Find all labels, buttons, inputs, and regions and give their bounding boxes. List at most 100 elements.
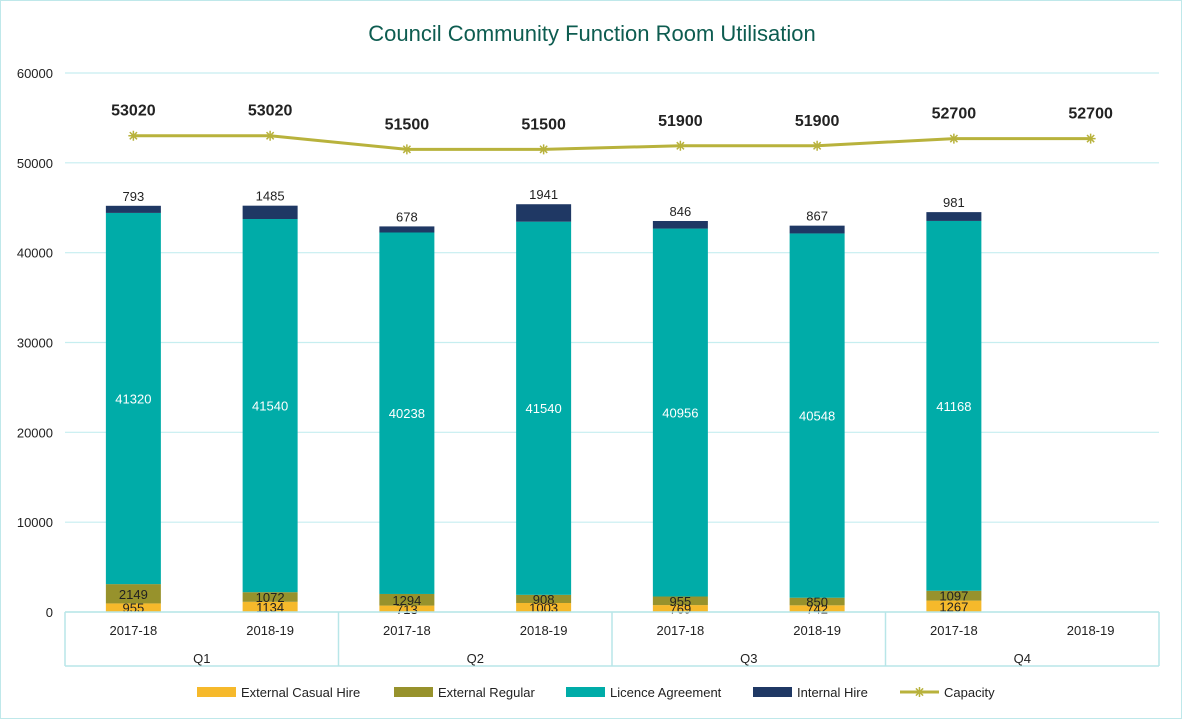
bar-segment — [926, 590, 982, 601]
capacity-label: 52700 — [932, 106, 977, 123]
bar-segment — [105, 603, 161, 612]
x-tick-label: 2018-19 — [793, 623, 841, 638]
data-label: 1294 — [392, 593, 421, 608]
data-label: 41168 — [936, 399, 971, 414]
bar-segment — [105, 205, 161, 213]
capacity-marker — [1085, 133, 1096, 144]
bar-segment — [379, 593, 435, 606]
x-tick-label: 2017-18 — [657, 623, 705, 638]
group-label: Q4 — [1014, 651, 1031, 666]
data-label: 850 — [806, 595, 828, 610]
data-label: 867 — [806, 209, 828, 224]
legend-swatch — [753, 687, 792, 697]
bar-segment — [516, 602, 572, 612]
data-label: 1097 — [939, 589, 968, 604]
data-label: 846 — [670, 204, 692, 219]
legend-label: Internal Hire — [797, 685, 868, 700]
capacity-label: 53020 — [111, 103, 156, 120]
y-tick-label: 0 — [46, 605, 53, 620]
x-tick-label: 2018-19 — [1067, 623, 1115, 638]
bar-segment — [242, 205, 298, 220]
legend-swatch — [197, 687, 236, 697]
legend-label: External Regular — [438, 685, 535, 700]
capacity-label: 51900 — [658, 113, 703, 130]
bar-segment — [242, 592, 298, 602]
bar-segment — [379, 605, 435, 612]
group-label: Q1 — [193, 651, 210, 666]
capacity-marker — [265, 130, 276, 141]
bar-segment — [652, 596, 708, 606]
y-axis: 0 10000 20000 30000 40000 50000 60000 — [17, 66, 53, 620]
bar-segment — [789, 605, 845, 612]
y-tick-label: 40000 — [17, 246, 53, 261]
legend-swatch — [566, 687, 605, 697]
data-label: 41540 — [526, 401, 562, 416]
legend-label: External Casual Hire — [241, 685, 360, 700]
y-tick-label: 20000 — [17, 425, 53, 440]
data-label: 2149 — [119, 587, 148, 602]
data-label: 678 — [396, 209, 418, 224]
capacity-line-path — [133, 134, 1091, 151]
data-label: 40548 — [799, 409, 835, 424]
capacity-marker — [812, 140, 823, 151]
x-axis: 2017-18 2018-19 2017-18 2018-19 2017-18 2018-… — [64, 611, 1160, 667]
capacity-label: 53020 — [248, 103, 293, 120]
data-label: 908 — [533, 592, 555, 607]
bar-segment — [242, 219, 298, 593]
chart-title: Council Community Function Room Utilisat… — [368, 21, 816, 46]
bar-segment — [379, 226, 435, 233]
data-label: 1134 — [256, 600, 284, 615]
capacity-marker — [538, 144, 549, 155]
bar-segment — [105, 584, 161, 604]
bar-segment — [516, 594, 572, 603]
y-tick-label: 30000 — [17, 336, 53, 351]
x-tick-label: 2018-19 — [520, 623, 568, 638]
data-label: 742 — [806, 602, 828, 617]
gridlines — [65, 72, 1159, 613]
data-label: 40956 — [662, 406, 698, 421]
data-label: 40238 — [389, 406, 425, 421]
legend-label: Capacity — [944, 685, 995, 700]
x-tick-label: 2017-18 — [110, 623, 158, 638]
legend-label: Licence Agreement — [610, 685, 722, 700]
data-label: 955 — [670, 594, 692, 609]
data-label: 41320 — [115, 392, 151, 407]
y-tick-label: 50000 — [17, 156, 53, 171]
capacity-label: 51500 — [385, 116, 430, 133]
capacity-marker — [128, 130, 139, 141]
bar-segment — [516, 221, 572, 595]
capacity-label: 51500 — [521, 116, 566, 133]
capacity-marker — [401, 144, 412, 155]
capacity-line: 53020 53020 51500 51500 51900 51900 52700 52700 — [111, 103, 1113, 155]
bar-segment — [652, 228, 708, 597]
y-tick-label: 60000 — [17, 66, 53, 81]
bar-segment — [926, 212, 982, 221]
group-label: Q3 — [740, 651, 757, 666]
capacity-marker — [948, 133, 959, 144]
bars: 9552149413207931134107241540148571312944… — [105, 187, 982, 617]
data-label: 41540 — [252, 399, 288, 414]
x-tick-label: 2018-19 — [246, 623, 294, 638]
bar-segment — [789, 225, 845, 234]
bar-segment — [926, 600, 982, 612]
x-tick-label: 2017-18 — [383, 623, 431, 638]
data-label: 793 — [123, 189, 145, 204]
legend: External Casual Hire External Regular Lice… — [197, 685, 995, 700]
bar-segment — [789, 233, 845, 598]
legend-swatch — [394, 687, 433, 697]
group-label: Q2 — [467, 651, 484, 666]
data-label: 769 — [670, 602, 692, 617]
data-label: 1485 — [256, 189, 285, 204]
capacity-marker — [675, 140, 686, 151]
x-tick-label: 2017-18 — [930, 623, 978, 638]
bar-segment — [652, 605, 708, 612]
capacity-label: 52700 — [1068, 106, 1113, 123]
y-tick-label: 10000 — [17, 515, 53, 530]
legend-marker — [914, 687, 925, 697]
data-label: 981 — [943, 195, 965, 210]
data-label: 1267 — [939, 599, 968, 614]
capacity-label: 51900 — [795, 113, 840, 130]
data-label: 1072 — [256, 590, 285, 605]
